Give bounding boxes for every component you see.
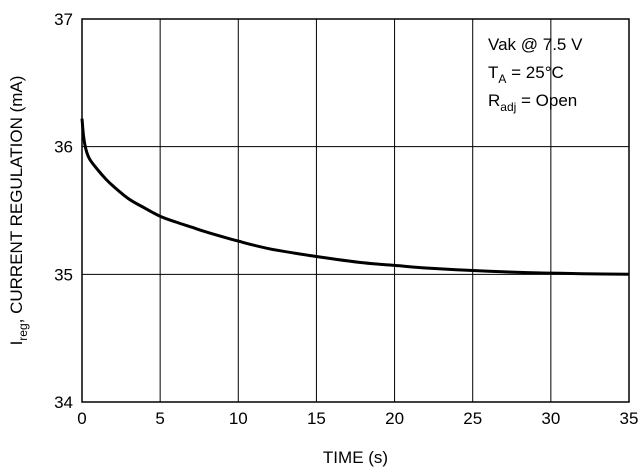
annotation-vak: Vak @ 7.5 V <box>488 35 583 54</box>
x-tick-label: 10 <box>229 409 248 428</box>
y-tick-label: 35 <box>54 265 73 284</box>
x-axis-title: TIME (s) <box>323 448 388 467</box>
annotation-ta: TA = 25°C <box>488 63 564 86</box>
y-axis-title-sub: reg <box>16 323 30 340</box>
x-tick-label: 25 <box>463 409 482 428</box>
condition-annotations: Vak @ 7.5 V TA = 25°C Radj = Open <box>488 35 583 114</box>
x-tick-label: 30 <box>541 409 560 428</box>
annotation-radj: Radj = Open <box>488 91 577 114</box>
annotation-ta-rest: = 25°C <box>506 63 563 82</box>
y-axis-title-rest: , CURRENT REGULATION (mA) <box>7 76 26 324</box>
y-tick-label: 36 <box>54 138 73 157</box>
y-axis-title-main: I <box>7 341 26 346</box>
annotation-ta-sub: A <box>498 72 506 86</box>
y-tick-labels: 34 35 36 37 <box>54 10 73 412</box>
y-axis-title: Ireg, CURRENT REGULATION (mA) <box>7 76 30 346</box>
annotation-vak-main: Vak @ 7.5 V <box>488 35 583 54</box>
y-tick-label: 34 <box>54 393 73 412</box>
x-tick-label: 35 <box>620 409 639 428</box>
plot-frame <box>81 18 630 403</box>
annotation-radj-main: R <box>488 91 500 110</box>
x-tick-label: 5 <box>155 409 164 428</box>
annotation-radj-sub: adj <box>500 100 516 114</box>
annotation-radj-rest: = Open <box>516 91 577 110</box>
x-tick-label: 0 <box>77 409 86 428</box>
y-tick-label: 37 <box>54 10 73 29</box>
x-tick-label: 15 <box>307 409 326 428</box>
x-tick-label: 20 <box>385 409 404 428</box>
annotation-ta-main: T <box>488 63 498 82</box>
series-line-current <box>80 118 630 276</box>
x-tick-labels: 0 5 10 15 20 25 30 35 <box>77 409 638 428</box>
